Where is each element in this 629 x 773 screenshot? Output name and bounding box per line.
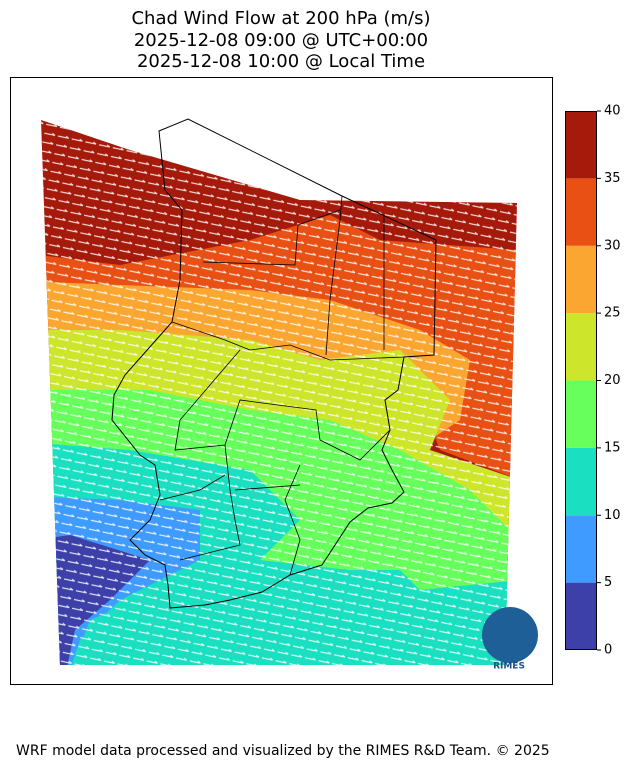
colorbar-tick-label: 40: [604, 104, 621, 119]
colorbar-segment: [565, 111, 597, 179]
colorbar-segment: [565, 178, 597, 246]
logo-emblem: [482, 607, 538, 663]
colorbar-tick-label: 5: [604, 575, 612, 590]
colorbar-tick-label: 25: [604, 306, 621, 321]
colorbar-segment: [565, 515, 597, 583]
colorbar-tick-label: 15: [604, 440, 621, 455]
admin-borders: [159, 195, 405, 576]
logo-text: RIMES: [493, 662, 525, 672]
footer: WRF model data processed and visualized …: [16, 743, 550, 759]
colorbar-segment: [565, 380, 597, 448]
colorbar-frame: [565, 111, 597, 650]
colorbar-segment: [565, 313, 597, 381]
colorbar-tick-label: 0: [604, 643, 612, 658]
colorbar: 0 5 10 15 20 25 30 35 40: [565, 104, 621, 658]
colorbar-segment: [565, 582, 597, 650]
colorbar-tick-label: 35: [604, 171, 621, 186]
title-line: 2025-12-08 10:00 @ Local Time: [137, 51, 425, 72]
title-line: 2025-12-08 09:00 @ UTC+00:00: [134, 30, 428, 51]
map-frame: [10, 77, 553, 685]
colorbar-segment: [565, 245, 597, 314]
country-borders: [111, 118, 437, 609]
colorbar-tick-label: 30: [604, 238, 621, 253]
colorbar-tick-label: 10: [604, 508, 621, 523]
title-line: Chad Wind Flow at 200 hPa (m/s): [131, 8, 430, 29]
logo: RIMES: [482, 607, 538, 672]
colorbar-tick-label: 20: [604, 373, 621, 388]
colorbar-segment: [565, 447, 597, 516]
